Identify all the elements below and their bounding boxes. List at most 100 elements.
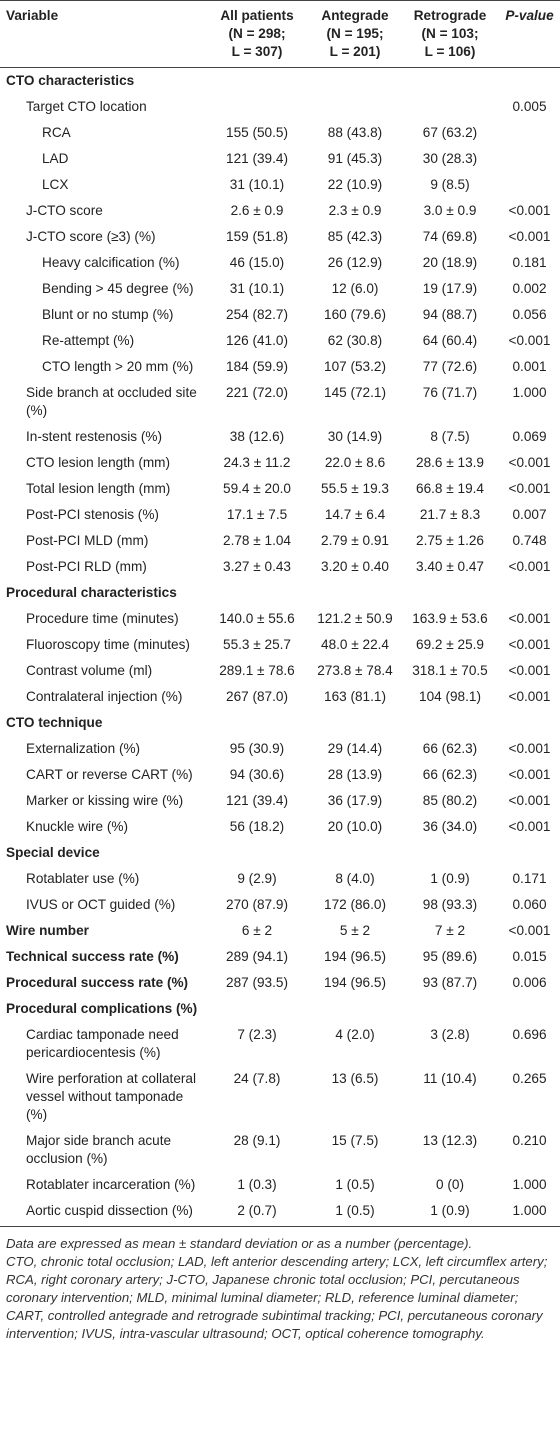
header-row: Variable All patients (N = 298; L = 307) Ant… (0, 0, 560, 68)
value-cell: 38 (12.6) (229, 429, 285, 444)
value-cell: 221 (72.0) (226, 385, 288, 400)
row-label: Cardiac tamponade need pericardiocentesi… (26, 1027, 179, 1060)
data-row: CTO lesion length (mm) 24.3 ± 11.2 22.0 ± … (0, 450, 560, 476)
value-cell: 0.181 (512, 255, 547, 270)
value-cell: 318.1 ± 70.5 (412, 663, 488, 678)
column-n: (N = 195; (326, 26, 384, 41)
value-cell: 0.056 (512, 307, 547, 322)
value-cell: 2 (0.7) (205, 1198, 309, 1227)
value-cell: 95 (89.6) (422, 949, 478, 964)
row-label: CTO lesion length (mm) (26, 455, 171, 470)
data-row: J-CTO score (≥3) (%) 159 (51.8) 85 (42.3) 7… (0, 224, 560, 250)
value-cell: 3.20 ± 0.40 (321, 559, 389, 574)
value-cell: <0.001 (508, 767, 551, 782)
value-cell: 3 (2.8) (430, 1027, 470, 1042)
value-cell: 74 (69.8) (422, 229, 478, 244)
data-row: Technical success rate (%) 289 (94.1) 194 … (0, 944, 560, 970)
value-cell: 2.79 ± 0.91 (321, 533, 389, 548)
value-cell: 64 (60.4) (422, 333, 478, 348)
value-cell: 20 (18.9) (422, 255, 478, 270)
value-cell: 55.3 ± 25.7 (223, 637, 291, 652)
value-cell (499, 172, 560, 198)
value-cell: <0.001 (508, 689, 551, 704)
data-row: Target CTO location 0.005 (0, 94, 560, 120)
value-cell: 98 (93.3) (422, 897, 478, 912)
row-label: Target CTO location (26, 99, 147, 114)
value-cell: 270 (87.9) (226, 897, 288, 912)
value-cell: 14.7 ± 6.4 (324, 507, 386, 522)
value-cell: 36 (34.0) (422, 819, 478, 834)
row-label: Technical success rate (%) (6, 949, 179, 964)
data-row: Aortic cuspid dissection (%) 2 (0.7) 1 (0.… (0, 1198, 560, 1227)
value-cell: 69.2 ± 25.9 (416, 637, 484, 652)
value-cell: 184 (59.9) (226, 359, 288, 374)
data-row: J-CTO score 2.6 ± 0.9 2.3 ± 0.9 3.0 ± 0.9 <0… (0, 198, 560, 224)
column-label: P-value (505, 8, 554, 23)
data-row: Cardiac tamponade need pericardiocentesi… (0, 1022, 560, 1066)
value-cell: 0.005 (512, 99, 547, 114)
value-cell: 56 (18.2) (229, 819, 285, 834)
value-cell: <0.001 (508, 611, 551, 626)
row-label: Special device (6, 845, 100, 860)
value-cell: 0.007 (512, 507, 547, 522)
value-cell: 26 (12.9) (327, 255, 383, 270)
value-cell (499, 120, 560, 146)
row-label: Rotablater incarceration (%) (26, 1177, 196, 1192)
row-label: Total lesion length (mm) (26, 481, 171, 496)
value-cell: 4 (2.0) (335, 1027, 375, 1042)
value-cell: <0.001 (508, 455, 551, 470)
value-cell: 22 (10.9) (327, 177, 383, 192)
value-cell: 140.0 ± 55.6 (219, 611, 295, 626)
column-label: All patients (220, 8, 294, 23)
value-cell: 1.000 (512, 1177, 547, 1192)
footnotes: Data are expressed as mean ± standard de… (0, 1227, 560, 1343)
value-cell: <0.001 (508, 819, 551, 834)
value-cell: 17.1 ± 7.5 (226, 507, 288, 522)
value-cell: 8 (7.5) (430, 429, 470, 444)
value-cell: 11 (10.4) (423, 1071, 477, 1086)
value-cell: 91 (45.3) (327, 151, 383, 166)
data-row: Post-PCI stenosis (%) 17.1 ± 7.5 14.7 ± 6.… (0, 502, 560, 528)
value-cell: 1 (0.3) (237, 1177, 277, 1192)
value-cell: 1 (0.9) (401, 1198, 499, 1227)
value-cell: <0.001 (508, 559, 551, 574)
data-row: Procedure time (minutes) 140.0 ± 55.6 121.… (0, 606, 560, 632)
value-cell: 66 (62.3) (422, 741, 478, 756)
row-label: Bending > 45 degree (%) (42, 281, 194, 296)
data-row: Rotablater use (%) 9 (2.9) 8 (4.0) 1 (0.9) 0… (0, 866, 560, 892)
data-row: RCA 155 (50.5) 88 (43.8) 67 (63.2) (0, 120, 560, 146)
section-row: Procedural characteristics (0, 580, 560, 606)
value-cell (309, 94, 401, 120)
value-cell: 36 (17.9) (327, 793, 383, 808)
row-label: Heavy calcification (%) (42, 255, 180, 270)
value-cell (401, 94, 499, 120)
value-cell: 29 (14.4) (327, 741, 383, 756)
row-label: Post-PCI MLD (mm) (26, 533, 149, 548)
section-row: CTO characteristics (0, 68, 560, 95)
value-cell: 59.4 ± 20.0 (223, 481, 291, 496)
value-cell: 194 (96.5) (324, 975, 386, 990)
row-label: Wire perforation at collateral vessel wi… (26, 1071, 196, 1122)
value-cell (205, 94, 309, 120)
value-cell (499, 146, 560, 172)
value-cell: 107 (53.2) (324, 359, 386, 374)
value-cell: 289 (94.1) (226, 949, 288, 964)
data-row: Knuckle wire (%) 56 (18.2) 20 (10.0) 36 (34… (0, 814, 560, 840)
value-cell: 31 (10.1) (229, 281, 285, 296)
value-cell: 66 (62.3) (422, 767, 478, 782)
row-label: Blunt or no stump (%) (42, 307, 174, 322)
value-cell: 13 (12.3) (422, 1133, 478, 1148)
value-cell: 8 (4.0) (335, 871, 375, 886)
value-cell: 9 (2.9) (237, 871, 277, 886)
value-cell: 28 (9.1) (233, 1133, 281, 1148)
section-row: Procedural complications (%) (0, 996, 560, 1022)
value-cell: 145 (72.1) (324, 385, 386, 400)
value-cell: 1 (0.5) (335, 1177, 375, 1192)
data-row: Procedural success rate (%) 287 (93.5) 194… (0, 970, 560, 996)
value-cell: 104 (98.1) (419, 689, 481, 704)
value-cell: 85 (42.3) (327, 229, 383, 244)
value-cell: 0.696 (512, 1027, 547, 1042)
row-label: LCX (42, 177, 69, 192)
value-cell: 2.78 ± 1.04 (223, 533, 291, 548)
